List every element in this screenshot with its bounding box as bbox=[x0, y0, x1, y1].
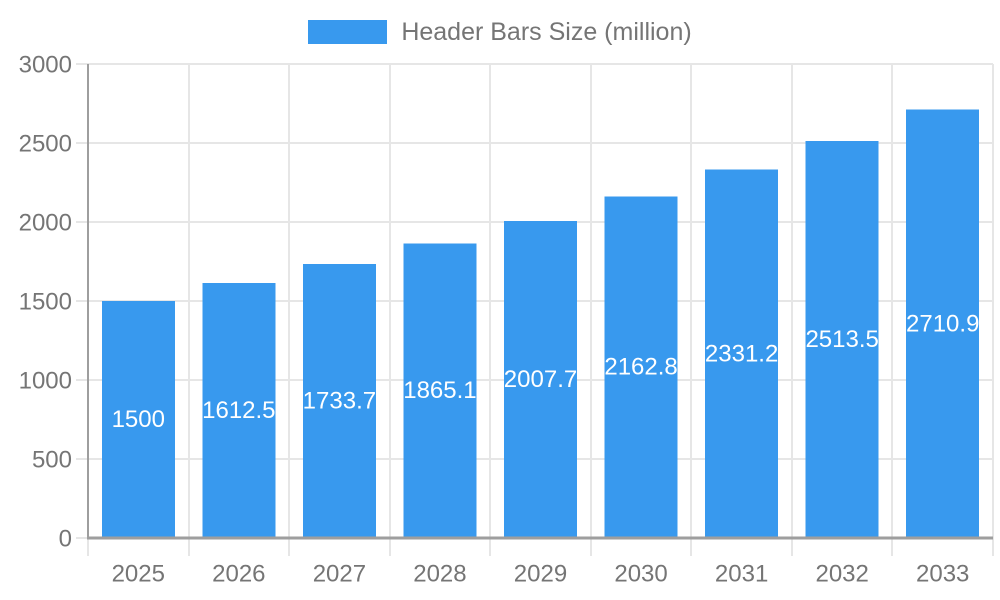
bar-2025[interactable] bbox=[101, 301, 175, 538]
bar-2026[interactable] bbox=[202, 283, 276, 538]
bar-2031[interactable] bbox=[705, 169, 779, 538]
chart-legend: Header Bars Size (million) bbox=[0, 18, 1000, 46]
bar-2032[interactable] bbox=[805, 140, 879, 538]
y-tick-label: 500 bbox=[32, 447, 72, 474]
y-tick-label: 3000 bbox=[19, 52, 72, 79]
x-tick-label: 2032 bbox=[815, 561, 868, 588]
bar-value-label: 2710.9 bbox=[906, 310, 979, 337]
bar-2033[interactable] bbox=[906, 109, 980, 538]
bar-value-label: 1500 bbox=[112, 406, 165, 433]
y-tick-label: 1000 bbox=[19, 368, 72, 395]
bar-2028[interactable] bbox=[403, 243, 477, 539]
bar-2030[interactable] bbox=[604, 196, 678, 539]
bar-value-label: 1733.7 bbox=[303, 388, 376, 415]
bar-2027[interactable] bbox=[302, 264, 376, 538]
y-tick-label: 0 bbox=[59, 526, 72, 553]
x-tick-label: 2030 bbox=[614, 561, 667, 588]
bar-value-label: 2331.2 bbox=[705, 340, 778, 367]
x-tick-label: 2027 bbox=[313, 561, 366, 588]
legend-color-swatch bbox=[308, 20, 388, 44]
x-tick-label: 2026 bbox=[212, 561, 265, 588]
y-tick-label: 1500 bbox=[19, 289, 72, 316]
y-tick-label: 2000 bbox=[19, 210, 72, 237]
bar-value-label: 2513.5 bbox=[805, 326, 878, 353]
x-tick-label: 2033 bbox=[916, 561, 969, 588]
x-tick-label: 2029 bbox=[514, 561, 567, 588]
legend-item[interactable]: Header Bars Size (million) bbox=[308, 18, 692, 46]
bar-value-label: 2162.8 bbox=[604, 354, 677, 381]
legend-label: Header Bars Size (million) bbox=[401, 18, 692, 46]
x-tick-label: 2031 bbox=[715, 561, 768, 588]
bar-value-label: 1865.1 bbox=[403, 377, 476, 404]
bar-2029[interactable] bbox=[504, 220, 577, 539]
bar-value-label: 1612.5 bbox=[202, 397, 275, 424]
x-tick-label: 2025 bbox=[112, 561, 165, 588]
bar-value-label: 2007.7 bbox=[504, 366, 577, 393]
y-tick-label: 2500 bbox=[19, 131, 72, 158]
x-tick-label: 2028 bbox=[413, 561, 466, 588]
